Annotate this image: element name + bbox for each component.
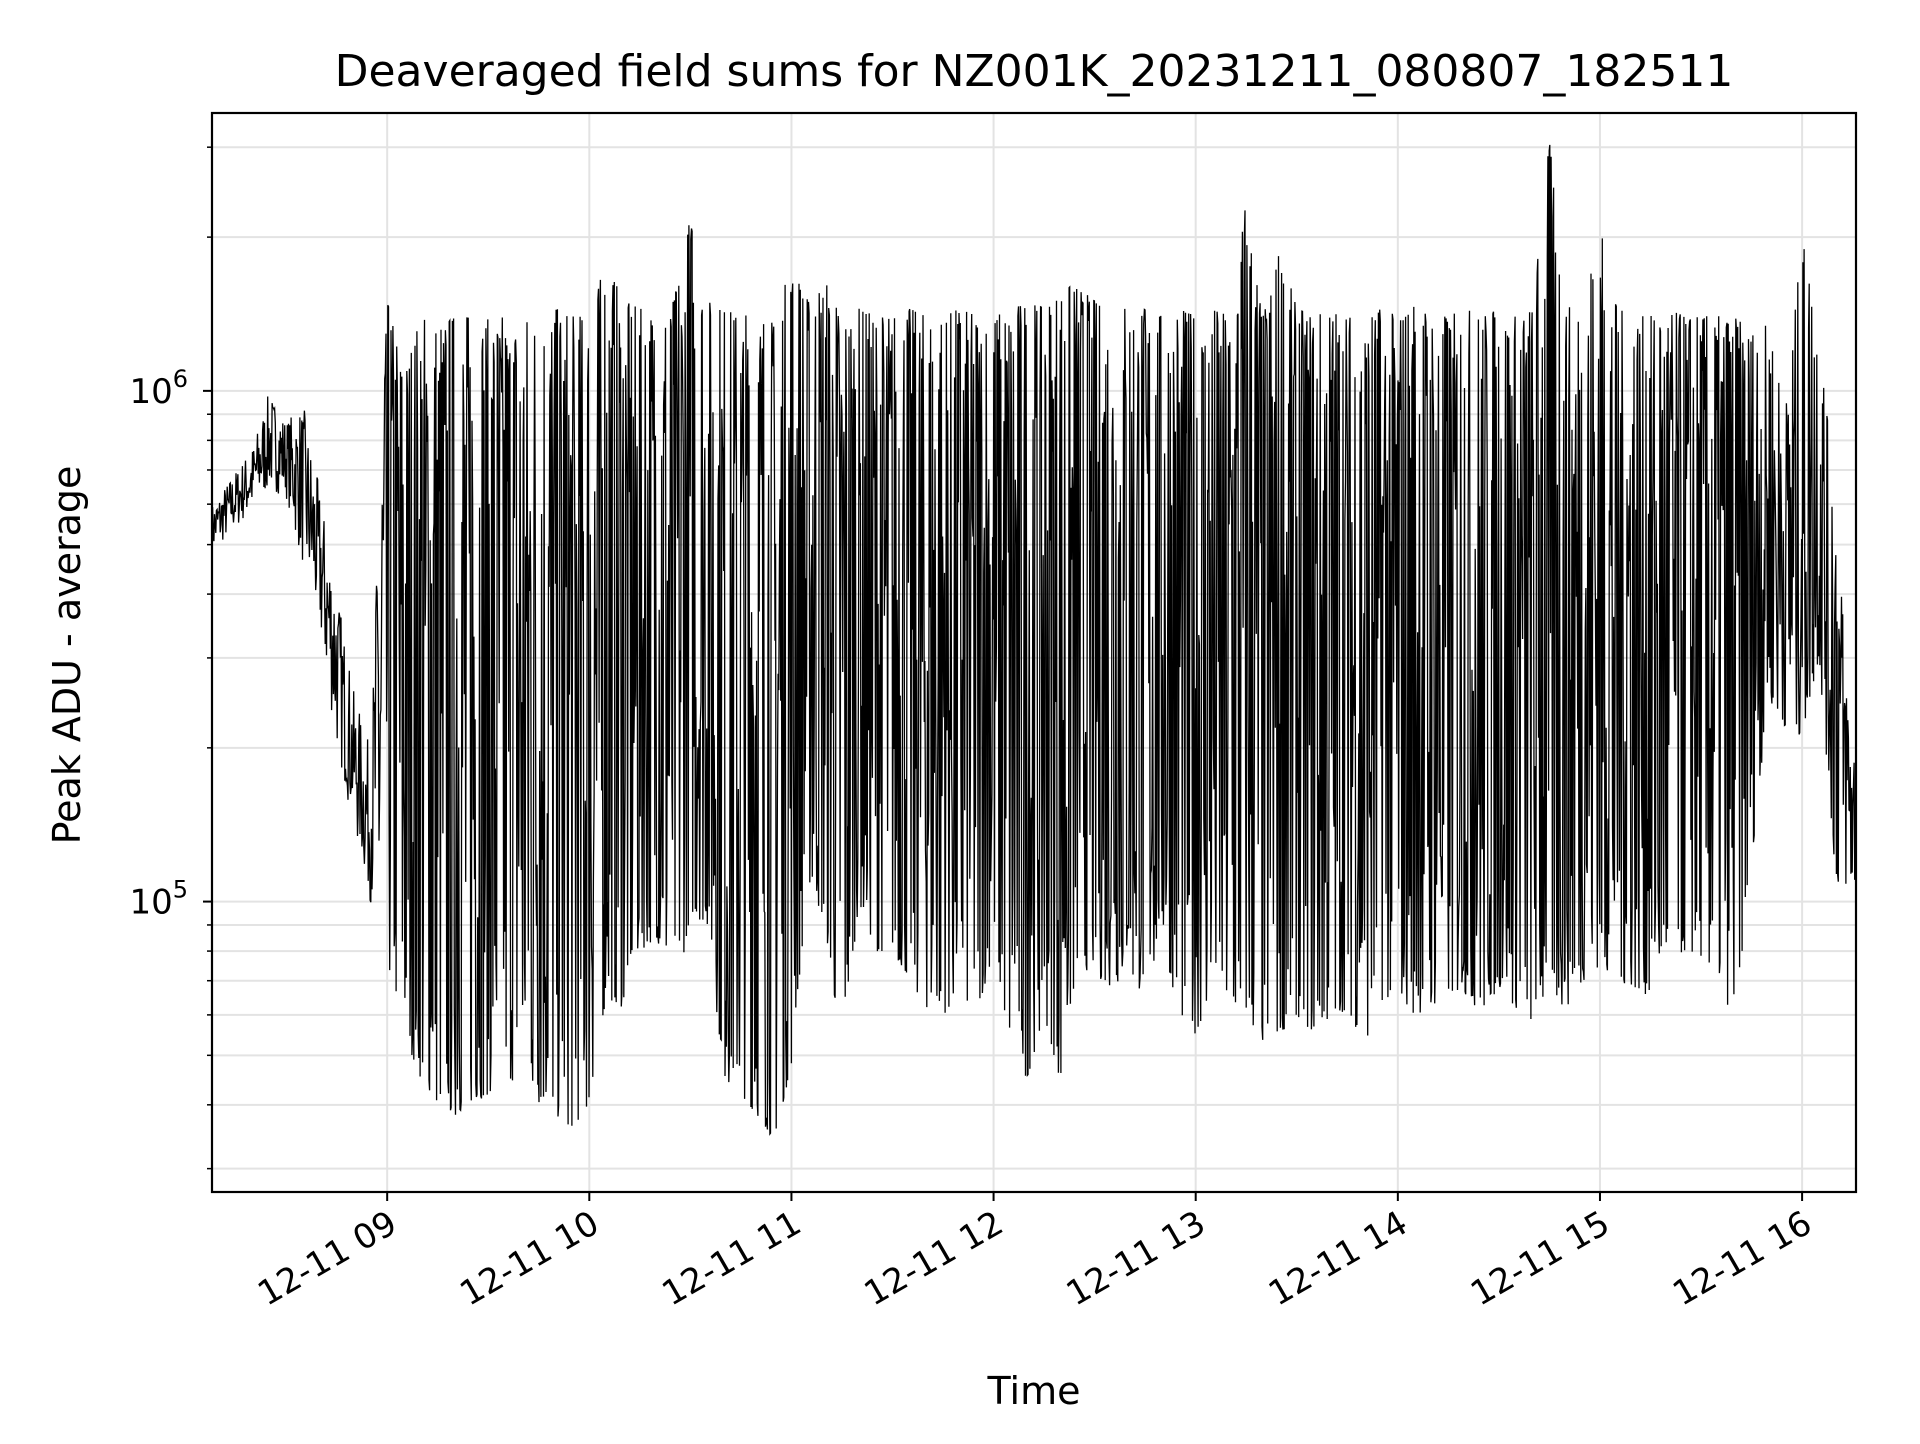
series-line [211, 144, 1857, 1136]
x-tick-label: 12-11 16 [1666, 1203, 1818, 1314]
x-tick-label: 12-11 13 [1060, 1203, 1212, 1314]
y-axis-label: Peak ADU - average [45, 466, 89, 845]
x-tick-label: 12-11 11 [656, 1203, 808, 1314]
x-tick-label: 12-11 14 [1262, 1203, 1414, 1314]
y-tick-label: 106 [129, 365, 188, 412]
y-tick-label: 105 [129, 876, 188, 923]
x-tick-label: 12-11 09 [251, 1203, 403, 1314]
chart-title: Deaveraged field sums for NZ001K_2023121… [335, 46, 1734, 97]
x-tick-label: 12-11 15 [1464, 1203, 1616, 1314]
x-tick-label: 12-11 12 [858, 1203, 1010, 1314]
series-layer [211, 144, 1857, 1136]
x-axis-label: Time [987, 1369, 1081, 1413]
plot-frame [210, 111, 1858, 1194]
x-tick-label: 12-11 10 [453, 1203, 605, 1314]
